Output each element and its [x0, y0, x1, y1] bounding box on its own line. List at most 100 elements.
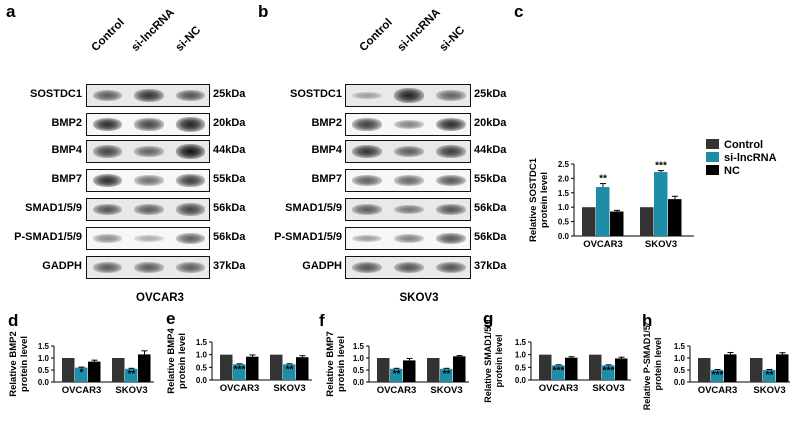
blot-strip — [345, 227, 471, 250]
bar — [776, 354, 789, 382]
protein-label: BMP2 — [311, 117, 342, 129]
bar — [220, 354, 233, 380]
kda-label: 56kDa — [474, 202, 507, 214]
y-tick-label: 1.0 — [674, 354, 686, 363]
y-axis-label-line: protein level — [177, 333, 188, 389]
protein-band — [394, 261, 424, 274]
protein-label: SMAD1/5/9 — [285, 202, 342, 214]
panel-label-c: c — [514, 2, 524, 21]
protein-band — [352, 118, 382, 131]
bar — [403, 360, 416, 382]
y-axis-label-line: Relative BMP7 — [325, 331, 336, 396]
bar — [654, 172, 668, 236]
kda-label: 44kDa — [213, 144, 246, 156]
legend-item-nc: NC — [706, 165, 777, 178]
y-tick-label: 1.5 — [38, 342, 50, 351]
significance-label: *** — [553, 365, 565, 376]
protein-band — [134, 262, 164, 273]
chart-e-bmp4: Relative BMP4 protein level 0.0 0.5 1.0 1.5 **… — [166, 328, 312, 394]
bar — [668, 199, 682, 236]
lane-label: si-NC — [437, 24, 468, 54]
bar — [390, 368, 403, 382]
protein-band — [436, 261, 466, 274]
protein-label: BMP4 — [311, 144, 342, 156]
lane-label: si-NC — [173, 24, 204, 54]
protein-label: BMP4 — [51, 144, 82, 156]
y-tick-label: 0.5 — [38, 366, 50, 375]
kda-label: 20kDa — [213, 117, 246, 129]
bar — [589, 354, 602, 380]
y-tick-label: 1.5 — [196, 338, 208, 347]
protein-band — [436, 117, 466, 132]
protein-band — [352, 261, 382, 274]
chart-c-sostdc1: Relative SOSTDC1 protein level 0.0 0.5 1.0 1.… — [528, 157, 694, 250]
blot-strip — [86, 256, 210, 279]
protein-band — [394, 146, 424, 157]
kda-label: 37kDa — [213, 260, 246, 272]
protein-label: SMAD1/5/9 — [25, 202, 82, 214]
blot-strip — [345, 169, 471, 192]
y-tick-label: 2.0 — [558, 174, 570, 183]
category-label: SKOV3 — [115, 385, 147, 396]
y-axis-label: Relative BMP2 protein level — [8, 331, 30, 396]
bar — [62, 358, 75, 382]
protein-band — [175, 262, 205, 273]
protein-band — [134, 88, 164, 103]
bar — [763, 370, 776, 382]
y-tick-label: 0.0 — [558, 232, 570, 241]
significance-label: *** — [603, 365, 615, 376]
blot-strip — [345, 113, 471, 136]
protein-band — [93, 173, 123, 188]
category-label: OVCAR3 — [220, 383, 260, 394]
protein-band — [436, 203, 466, 216]
y-tick-label: 1.0 — [515, 351, 527, 360]
kda-label: 56kDa — [474, 231, 507, 243]
panel-label-a: a — [6, 2, 16, 21]
bar — [427, 358, 440, 382]
category-label: SKOV3 — [645, 239, 677, 250]
legend-swatch — [706, 165, 719, 175]
blot-strip — [86, 169, 210, 192]
protein-band — [175, 89, 205, 102]
protein-label: BMP7 — [51, 173, 82, 185]
protein-band — [394, 233, 424, 244]
protein-band — [175, 233, 205, 244]
y-axis-label-line: Relative P-SMAD1/5/9 — [642, 322, 652, 410]
significance-label: ** — [128, 369, 136, 380]
protein-label: GADPH — [302, 260, 342, 272]
protein-band — [352, 175, 382, 186]
protein-label: SOSTDC1 — [290, 88, 342, 100]
kda-label: 55kDa — [213, 173, 246, 185]
significance-label: ** — [766, 370, 774, 381]
category-label: OVCAR3 — [539, 383, 579, 394]
y-tick-label: 0.0 — [674, 378, 686, 387]
blot-strip — [86, 198, 210, 221]
y-tick-label: 0.0 — [353, 378, 365, 387]
blot-strip — [86, 227, 210, 250]
panel-label-b: b — [258, 2, 269, 21]
category-label: OVCAR3 — [62, 385, 102, 396]
bar — [88, 361, 101, 382]
panel-label-e: e — [166, 309, 176, 328]
blot-strip — [345, 256, 471, 279]
blot-b-caption: SKOV3 — [399, 292, 439, 304]
protein-band — [436, 232, 466, 245]
bar — [602, 365, 615, 380]
bar — [75, 367, 88, 382]
protein-band — [352, 234, 382, 243]
y-axis-label-line: protein level — [653, 337, 663, 390]
protein-label: GADPH — [42, 260, 82, 272]
blot-strip — [86, 113, 210, 136]
bar — [711, 370, 724, 382]
category-label: OVCAR3 — [583, 239, 623, 250]
blot-a-caption: OVCAR3 — [136, 292, 184, 304]
bar — [565, 357, 578, 380]
bar — [270, 354, 283, 380]
legend-label: Control — [724, 139, 764, 151]
bar — [724, 354, 737, 382]
y-axis-label-line: protein level — [19, 336, 30, 392]
y-axis-label: Relative P-SMAD1/5/9 protein level — [642, 322, 663, 410]
bar — [233, 364, 246, 380]
kda-label: 37kDa — [474, 260, 507, 272]
legend-item-control: Control — [706, 139, 777, 152]
